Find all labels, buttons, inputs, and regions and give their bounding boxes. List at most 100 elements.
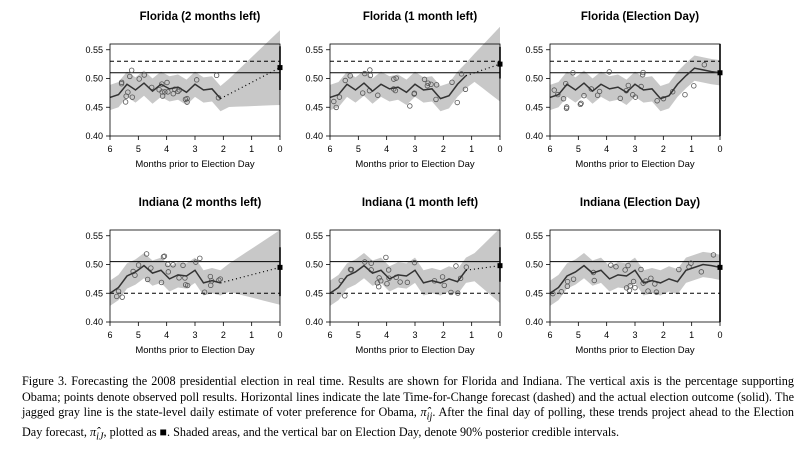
poll-point xyxy=(457,275,464,282)
poll-point xyxy=(184,282,191,289)
poll-point xyxy=(165,261,171,268)
poll-point xyxy=(143,251,150,257)
poll-point xyxy=(411,90,418,96)
x-tick-label: 4 xyxy=(164,144,169,154)
x-tick-label: 5 xyxy=(576,144,581,154)
poll-point xyxy=(625,82,631,89)
poll-point xyxy=(374,280,381,286)
poll-point xyxy=(193,259,199,265)
poll-point xyxy=(581,92,587,99)
poll-point xyxy=(376,284,382,290)
poll-point xyxy=(433,82,440,88)
x-tick-label: 4 xyxy=(164,330,169,340)
x-tick-label: 6 xyxy=(547,330,552,340)
y-tick-label: 0.50 xyxy=(525,74,543,84)
poll-point xyxy=(622,267,628,273)
panel-title: Indiana (1 month left) xyxy=(362,197,478,209)
poll-point xyxy=(128,67,135,73)
poll-point xyxy=(180,262,186,269)
panel-title: Florida (2 months left) xyxy=(140,11,261,23)
poll-point xyxy=(184,99,190,105)
poll-point xyxy=(676,266,682,273)
poll-point xyxy=(115,288,122,294)
poll-point xyxy=(165,269,172,275)
poll-point xyxy=(682,91,688,98)
poll-point xyxy=(639,72,646,78)
x-tick-label: 5 xyxy=(356,144,361,154)
poll-point xyxy=(197,255,203,262)
poll-point xyxy=(125,89,131,95)
poll-point xyxy=(698,269,705,275)
poll-point xyxy=(458,71,465,77)
poll-point xyxy=(397,279,403,285)
trend-line xyxy=(109,82,222,100)
poll-point xyxy=(160,254,167,260)
poll-point xyxy=(463,264,470,270)
x-axis-label: Months prior to Election Day xyxy=(575,345,695,356)
x-tick-label: 6 xyxy=(107,144,112,154)
x-tick-label: 3 xyxy=(192,144,197,154)
poll-point xyxy=(626,287,633,293)
poll-point xyxy=(563,104,570,110)
poll-point xyxy=(441,282,447,289)
poll-point xyxy=(560,96,567,102)
credible-band xyxy=(550,251,720,306)
poll-point xyxy=(433,96,439,103)
poll-point xyxy=(625,262,631,269)
y-tick-label: 0.50 xyxy=(525,260,543,270)
x-tick-label: 0 xyxy=(277,330,282,340)
y-tick-label: 0.40 xyxy=(85,317,103,327)
poll-point xyxy=(630,92,636,98)
poll-point xyxy=(617,95,623,102)
poll-point xyxy=(119,294,125,300)
trend-line xyxy=(329,264,467,294)
x-axis-label: Months prior to Election Day xyxy=(355,345,475,356)
poll-point xyxy=(375,92,381,98)
poll-point xyxy=(404,279,411,286)
poll-point xyxy=(135,262,142,268)
y-tick-label: 0.50 xyxy=(305,260,323,270)
poll-point xyxy=(201,289,208,295)
y-tick-label: 0.45 xyxy=(305,288,323,298)
poll-point xyxy=(144,276,151,283)
poll-point xyxy=(453,263,459,269)
x-axis-label: Months prior to Election Day xyxy=(355,159,475,170)
poll-point xyxy=(217,276,224,282)
y-tick-label: 0.55 xyxy=(85,231,103,241)
x-tick-label: 5 xyxy=(136,144,141,154)
y-tick-label: 0.55 xyxy=(525,45,543,55)
poll-point xyxy=(148,265,154,271)
figure-panels: Florida (2 months left) 0.40 0.45 0.50 0.55 6… xyxy=(85,11,722,356)
poll-point xyxy=(407,103,413,109)
credible-band xyxy=(330,228,500,306)
y-tick-label: 0.55 xyxy=(85,45,103,55)
poll-point xyxy=(368,260,374,266)
poll-point xyxy=(594,92,601,98)
poll-point xyxy=(588,86,595,92)
poll-point xyxy=(654,98,660,104)
panel-title: Florida (1 month left) xyxy=(363,11,478,23)
x-tick-label: 6 xyxy=(547,144,552,154)
poll-point xyxy=(555,91,561,98)
poll-point xyxy=(367,72,374,79)
poll-point xyxy=(333,104,339,111)
x-tick-label: 4 xyxy=(604,144,609,154)
poll-point xyxy=(129,94,136,100)
poll-point xyxy=(462,86,469,92)
x-tick-label: 3 xyxy=(632,144,637,154)
poll-point xyxy=(136,76,142,82)
poll-point xyxy=(393,75,399,81)
poll-point xyxy=(170,262,176,268)
chart-panel: Florida (2 months left) 0.40 0.45 0.50 0.55 6… xyxy=(85,11,282,170)
caption-text-3: , plotted as ■. Shaded areas, and the ve… xyxy=(103,424,620,439)
poll-point xyxy=(439,274,446,280)
poll-point xyxy=(428,81,434,88)
trend-line xyxy=(109,264,221,294)
poll-point xyxy=(558,289,565,295)
poll-point xyxy=(570,276,577,282)
poll-point xyxy=(342,293,348,299)
poll-point xyxy=(158,279,165,286)
poll-point xyxy=(159,81,165,87)
x-tick-label: 4 xyxy=(384,330,389,340)
x-tick-label: 5 xyxy=(356,330,361,340)
